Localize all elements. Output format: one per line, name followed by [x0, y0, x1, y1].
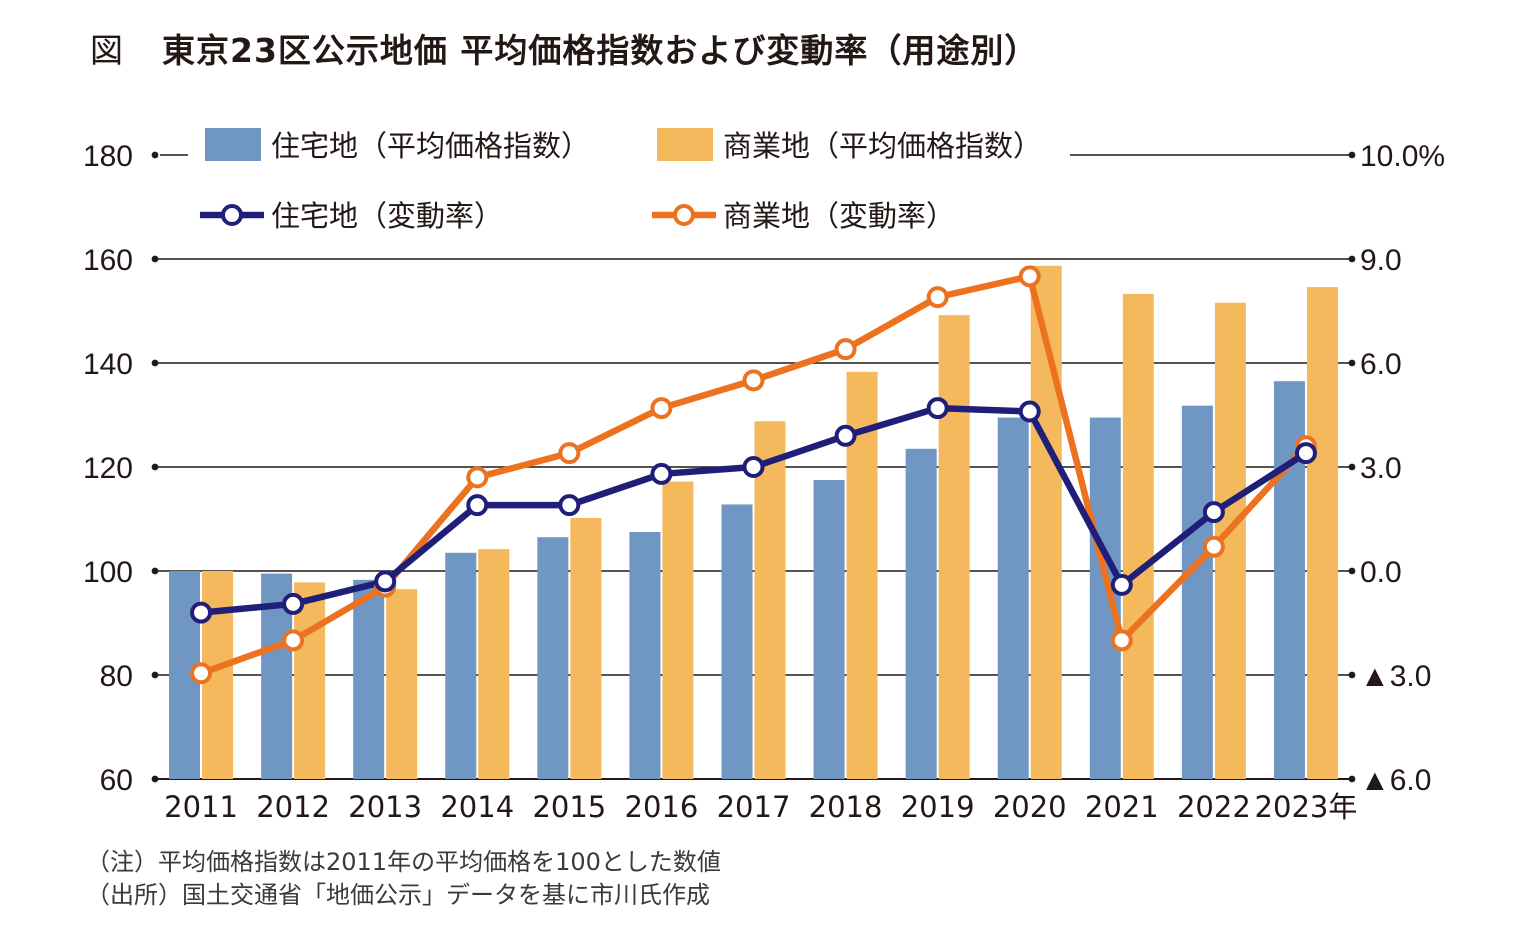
residential-change-point: [374, 570, 397, 593]
legend-commercial-bar-label: 商業地（平均価格指数）: [723, 129, 1042, 163]
commercial-bar: [386, 589, 418, 779]
x-axis-tick-label: 2021: [1085, 790, 1159, 824]
legend-residential-line-label: 住宅地（変動率）: [271, 199, 503, 233]
residential-bar: [629, 532, 661, 779]
x-axis-tick-label: 2015: [532, 790, 606, 824]
x-axis-tick-label: 2016: [625, 790, 699, 824]
right-axis-tick-dot: [1348, 255, 1356, 263]
legend-residential-bar-swatch: [205, 128, 261, 161]
left-axis-tick-dot: [151, 671, 159, 679]
right-axis-tick-dot: [1348, 671, 1356, 679]
right-axis-tick-label: 10.0%: [1360, 140, 1445, 173]
left-axis-tick-dot: [151, 775, 159, 783]
residential-change-point: [190, 601, 213, 624]
residential-change-point: [558, 494, 581, 517]
right-axis-tick-dot: [1348, 359, 1356, 367]
left-axis-tick-label: 80: [100, 660, 133, 693]
x-axis-tick-label: 2013: [348, 790, 422, 824]
residential-bar: [1181, 405, 1213, 779]
right-axis-tick-label: 9.0: [1360, 244, 1402, 277]
note-text: （注）平均価格指数は2011年の平均価格を100とした数値: [86, 848, 721, 876]
left-axis-tick-label: 100: [83, 556, 133, 589]
right-axis-tick-dot: [1348, 463, 1356, 471]
x-axis-tick-label: 2017: [717, 790, 791, 824]
x-axis-tick-label: 2022: [1177, 790, 1251, 824]
left-axis-tick-label: 180: [83, 140, 133, 173]
x-axis-tick-label: 2020: [993, 790, 1067, 824]
commercial-bar: [570, 517, 602, 779]
figure-title: 図東京23区公示地価 平均価格指数および変動率（用途別）: [90, 24, 1038, 72]
residential-bar: [537, 537, 569, 779]
left-axis-tick-label: 120: [83, 452, 133, 485]
x-axis-tick-label: 2023年: [1255, 790, 1358, 824]
residential-bar: [721, 504, 753, 779]
residential-change-point: [742, 456, 765, 478]
commercial-change-point: [650, 397, 673, 420]
commercial-bar: [1122, 293, 1154, 779]
x-axis-tick-label: 2019: [901, 790, 975, 824]
commercial-change-point: [742, 369, 765, 392]
residential-bar: [353, 579, 385, 779]
residential-change-point: [1294, 442, 1317, 465]
residential-change-point: [834, 424, 857, 447]
commercial-change-point: [190, 662, 213, 685]
commercial-bar: [478, 549, 510, 779]
figure-label: 図: [90, 31, 124, 70]
left-axis-tick-dot: [151, 359, 159, 367]
commercial-change-point: [282, 629, 305, 652]
commercial-change-point: [926, 286, 949, 309]
commercial-change-point: [558, 442, 581, 465]
right-axis-tick-label: 3.0: [1360, 452, 1402, 485]
residential-bar: [905, 448, 937, 779]
left-axis-tick-dot: [151, 151, 159, 159]
legend-commercial-bar-swatch: [657, 128, 713, 161]
commercial-change-point: [1018, 265, 1041, 288]
residential-bar: [445, 552, 477, 779]
legend-residential-line-marker: [221, 204, 243, 226]
x-axis-tick-label: 2012: [256, 790, 330, 824]
commercial-bar: [754, 421, 786, 779]
x-axis-tick-label: 2014: [440, 790, 514, 824]
right-axis-tick-dot: [1348, 775, 1356, 783]
legend-commercial-line-marker: [673, 204, 695, 226]
right-axis-tick-label: 0.0: [1360, 556, 1402, 589]
source-text: （出所）国土交通省「地価公示」データを基に市川氏作成: [86, 881, 710, 909]
x-axis-tick-label: 2011: [164, 790, 238, 824]
right-axis-tick-label: ▲6.0: [1360, 764, 1431, 797]
residential-change-point: [926, 397, 949, 420]
commercial-bar: [294, 582, 326, 779]
commercial-change-point: [1110, 629, 1133, 652]
figure-title-text: 東京23区公示地価 平均価格指数および変動率（用途別）: [162, 31, 1039, 70]
left-axis-tick-dot: [151, 255, 159, 263]
commercial-change-point: [834, 338, 857, 361]
residential-change-point: [650, 462, 673, 485]
residential-bar: [1089, 417, 1121, 779]
residential-change-point: [466, 494, 489, 517]
left-axis-tick-dot: [151, 567, 159, 575]
right-axis-tick-label: ▲3.0: [1360, 660, 1431, 693]
left-axis-tick-label: 140: [83, 348, 133, 381]
commercial-bar: [938, 315, 970, 779]
legend-residential-bar-label: 住宅地（平均価格指数）: [271, 129, 590, 163]
left-axis-tick-label: 160: [83, 244, 133, 277]
residential-change-point: [1018, 400, 1041, 423]
x-axis-tick-label: 2018: [809, 790, 883, 824]
commercial-bar: [1306, 287, 1338, 779]
residential-change-point: [1202, 501, 1225, 524]
right-axis-tick-label: 6.0: [1360, 348, 1402, 381]
legend-commercial-line-label: 商業地（変動率）: [723, 199, 955, 233]
residential-bar: [997, 417, 1029, 779]
commercial-change-point: [1202, 535, 1225, 558]
residential-bar: [813, 480, 845, 779]
right-axis-tick-dot: [1348, 151, 1356, 159]
left-axis-tick-dot: [151, 463, 159, 471]
right-axis-tick-dot: [1348, 567, 1356, 575]
notes: （注）平均価格指数は2011年の平均価格を100とした数値 （出所）国土交通省「…: [86, 846, 721, 912]
residential-change-point: [282, 592, 305, 615]
commercial-bar: [662, 481, 694, 779]
left-axis-tick-label: 60: [100, 764, 133, 797]
commercial-change-point: [466, 466, 489, 489]
residential-change-point: [1110, 573, 1133, 596]
